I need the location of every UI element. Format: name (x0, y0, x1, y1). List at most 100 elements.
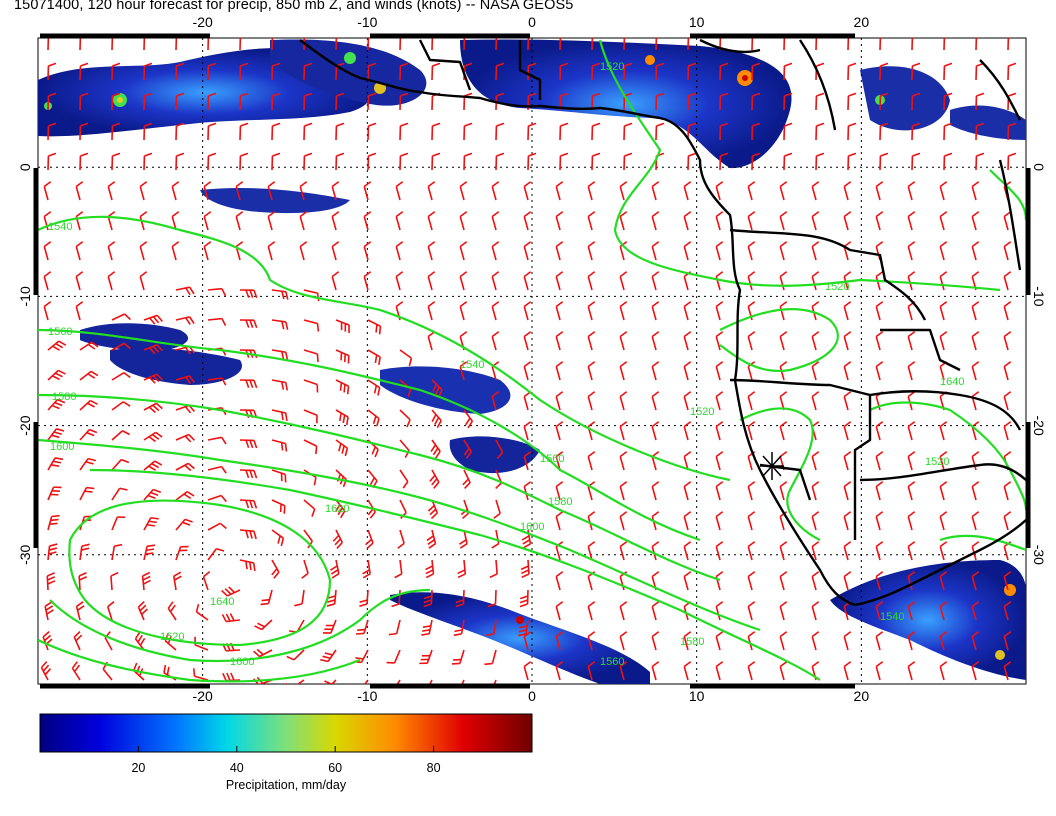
contour-labels: 1540 1560 1580 1600 1620 1640 1620 1540 1560 1580… (48, 61, 964, 668)
wind-barb (303, 439, 318, 455)
wind-barb (943, 62, 953, 81)
wind-barb (587, 661, 596, 681)
wind-barb (202, 571, 211, 591)
wind-barb (427, 211, 436, 231)
wind-barb (751, 92, 761, 111)
wind-barb (235, 181, 244, 201)
wind-barb (619, 271, 628, 291)
map-title: 15071400, 120 hour forecast for precip, … (14, 0, 574, 13)
wind-barb (367, 152, 377, 171)
wind-barb (203, 211, 212, 231)
wind-barb (875, 601, 884, 621)
wind-barb (239, 529, 257, 540)
wind-barb (783, 92, 793, 111)
wind-barb (779, 361, 788, 381)
wind-barb (143, 431, 163, 443)
wind-barb (335, 319, 350, 334)
wind-barb (619, 211, 628, 231)
wind-barb (815, 122, 825, 141)
wind-barb (811, 331, 820, 351)
wind-barb (43, 241, 52, 261)
wind-barb (239, 469, 258, 479)
wind-barb (303, 122, 313, 141)
wind-barb (1003, 361, 1012, 381)
wind-barb (779, 271, 788, 291)
wind-barb (939, 241, 948, 261)
wind-barb (1003, 511, 1012, 531)
wind-barb (141, 571, 151, 591)
wind-barb (811, 481, 820, 501)
wind-barb (939, 661, 948, 681)
wind-barb (451, 649, 465, 665)
wind-barb (1003, 421, 1012, 441)
wind-barb (651, 241, 660, 261)
wind-barb (271, 379, 289, 391)
wind-barb (173, 571, 182, 591)
wind-barb (843, 631, 852, 651)
wind-barb (683, 571, 692, 591)
wind-barb (363, 181, 372, 201)
wind-barb (747, 331, 756, 351)
wind-barb (847, 62, 857, 81)
wind-barb (521, 529, 532, 549)
wind-barb (911, 122, 921, 141)
lat-tick-label: 0 (1031, 163, 1047, 171)
wind-barb (943, 152, 953, 171)
wind-barb (431, 409, 442, 428)
wind-barb (875, 481, 884, 501)
wind-barb (254, 619, 273, 631)
wind-barb (303, 409, 318, 424)
wind-barb (399, 62, 409, 81)
wind-barb (491, 301, 500, 321)
wind-barb (491, 271, 500, 291)
contour-label: 1520 (825, 281, 849, 293)
wind-barb (939, 511, 948, 531)
wind-barb (559, 122, 569, 141)
wind-barb (779, 661, 788, 681)
wind-barb (271, 469, 287, 483)
wind-barb (459, 181, 468, 201)
wind-barb (463, 122, 473, 141)
wind-barb (715, 361, 724, 381)
wind-barb (939, 421, 948, 441)
wind-barb (523, 661, 532, 681)
wind-barb (203, 241, 212, 261)
wind-barb (683, 541, 692, 561)
wind-barb (911, 62, 921, 81)
wind-barb (943, 122, 953, 141)
wind-barb (143, 516, 159, 531)
wind-barb (587, 181, 596, 201)
wind-barb (655, 38, 658, 51)
wind-barb (271, 38, 274, 51)
wind-barb (719, 92, 729, 111)
wind-barb (811, 541, 820, 561)
wind-barb (687, 152, 697, 171)
wind-barb (239, 92, 249, 111)
wind-barb (335, 92, 345, 111)
lat-tick-label: -30 (1031, 545, 1047, 565)
wind-barb (429, 469, 440, 489)
wind-barb (267, 241, 276, 261)
wind-barb (747, 481, 756, 501)
wind-barb (1003, 331, 1012, 351)
wind-barb (843, 211, 852, 231)
wind-barb (71, 661, 81, 681)
wind-barb (811, 511, 820, 531)
wind-barb (623, 92, 633, 111)
wind-barb (106, 601, 115, 621)
wind-barb (687, 92, 697, 111)
wind-barb (362, 559, 371, 579)
wind-barb (943, 38, 946, 51)
wind-barb (207, 522, 227, 531)
contour-label: 1600 (50, 441, 74, 453)
wind-barb (367, 379, 381, 396)
wind-barb (843, 241, 852, 261)
wind-barb (907, 361, 916, 381)
wind-barb (655, 122, 665, 141)
wind-barb (79, 543, 90, 561)
wind-barb (523, 631, 532, 651)
wind-barb (303, 152, 313, 171)
wind-barb (811, 451, 820, 471)
wind-barb (747, 181, 756, 201)
wind-barb (175, 122, 185, 141)
